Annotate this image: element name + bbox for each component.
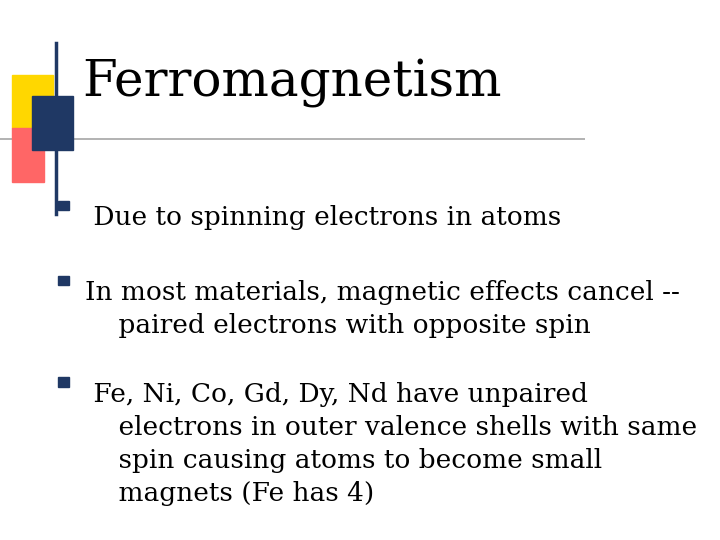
- Bar: [58, 377, 69, 387]
- Bar: [58, 276, 69, 285]
- Bar: [58, 201, 69, 211]
- Bar: [12, 75, 53, 129]
- Bar: [12, 129, 44, 182]
- Text: Fe, Ni, Co, Gd, Dy, Nd have unpaired
    electrons in outer valence shells with : Fe, Ni, Co, Gd, Dy, Nd have unpaired ele…: [85, 382, 697, 505]
- Text: Ferromagnetism: Ferromagnetism: [82, 58, 501, 107]
- Text: In most materials, magnetic effects cancel --
    paired electrons with opposite: In most materials, magnetic effects canc…: [85, 280, 680, 338]
- Text: Due to spinning electrons in atoms: Due to spinning electrons in atoms: [85, 205, 561, 230]
- Bar: [32, 96, 73, 150]
